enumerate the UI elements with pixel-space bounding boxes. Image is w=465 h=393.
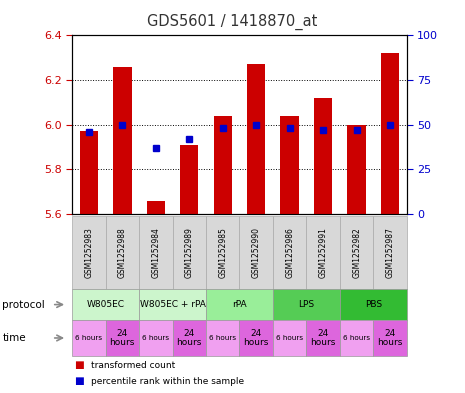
Text: 6 hours: 6 hours xyxy=(142,335,169,341)
Text: percentile rank within the sample: percentile rank within the sample xyxy=(91,377,244,386)
Text: GSM1252990: GSM1252990 xyxy=(252,227,261,278)
Text: W805EC + rPA: W805EC + rPA xyxy=(140,300,206,309)
Text: 6 hours: 6 hours xyxy=(343,335,370,341)
Bar xyxy=(80,132,98,214)
Text: PBS: PBS xyxy=(365,300,382,309)
Text: GSM1252991: GSM1252991 xyxy=(319,227,328,278)
Bar xyxy=(381,53,399,214)
Text: 24
hours: 24 hours xyxy=(110,329,135,347)
Bar xyxy=(146,201,165,214)
Bar xyxy=(347,125,366,214)
Text: protocol: protocol xyxy=(2,299,45,310)
Bar xyxy=(113,67,132,214)
Text: 6 hours: 6 hours xyxy=(75,335,102,341)
Text: GSM1252984: GSM1252984 xyxy=(151,227,160,278)
Text: GDS5601 / 1418870_at: GDS5601 / 1418870_at xyxy=(147,14,318,30)
Text: GSM1252989: GSM1252989 xyxy=(185,227,194,278)
Text: 24
hours: 24 hours xyxy=(311,329,336,347)
Text: GSM1252983: GSM1252983 xyxy=(84,227,93,278)
Text: GSM1252988: GSM1252988 xyxy=(118,227,127,278)
Text: GSM1252987: GSM1252987 xyxy=(385,227,395,278)
Bar xyxy=(280,116,299,214)
Bar xyxy=(247,64,266,214)
Text: 24
hours: 24 hours xyxy=(378,329,403,347)
Text: LPS: LPS xyxy=(299,300,314,309)
Text: rPA: rPA xyxy=(232,300,247,309)
Text: GSM1252986: GSM1252986 xyxy=(285,227,294,278)
Text: 24
hours: 24 hours xyxy=(177,329,202,347)
Text: 24
hours: 24 hours xyxy=(244,329,269,347)
Bar xyxy=(314,98,332,214)
Text: 6 hours: 6 hours xyxy=(276,335,303,341)
Text: GSM1252985: GSM1252985 xyxy=(218,227,227,278)
Text: 6 hours: 6 hours xyxy=(209,335,236,341)
Text: time: time xyxy=(2,333,26,343)
Bar xyxy=(213,116,232,214)
Text: transformed count: transformed count xyxy=(91,361,175,370)
Text: W805EC: W805EC xyxy=(86,300,125,309)
Bar xyxy=(180,145,199,214)
Text: GSM1252982: GSM1252982 xyxy=(352,227,361,278)
Text: ■: ■ xyxy=(74,376,84,386)
Text: ■: ■ xyxy=(74,360,84,371)
